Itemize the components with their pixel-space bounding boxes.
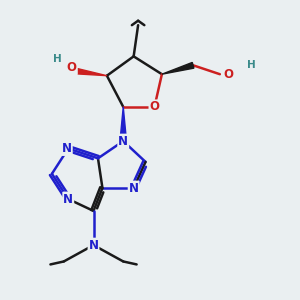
- Text: N: N: [62, 142, 72, 155]
- Text: H: H: [53, 54, 62, 64]
- Polygon shape: [77, 69, 107, 76]
- Polygon shape: [120, 107, 127, 141]
- Text: H: H: [247, 60, 255, 70]
- Text: N: N: [88, 238, 98, 252]
- Text: O: O: [149, 100, 160, 113]
- Text: O: O: [67, 61, 77, 74]
- Text: N: N: [129, 182, 139, 194]
- Text: N: N: [63, 193, 73, 206]
- Text: O: O: [224, 68, 234, 81]
- Polygon shape: [162, 62, 194, 74]
- Text: N: N: [118, 135, 128, 148]
